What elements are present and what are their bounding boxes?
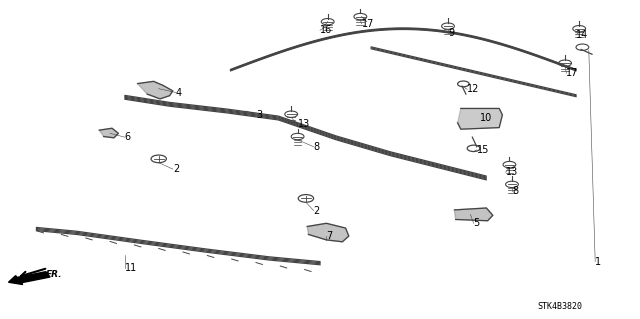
Text: 2: 2 [173, 164, 179, 174]
Text: 7: 7 [326, 231, 333, 241]
Text: 13: 13 [298, 119, 310, 130]
Text: 10: 10 [480, 113, 492, 123]
Text: 6: 6 [125, 132, 131, 142]
Text: FR.: FR. [46, 271, 63, 279]
Polygon shape [138, 81, 173, 99]
Text: 2: 2 [314, 205, 320, 216]
Text: 8: 8 [314, 142, 320, 152]
Text: 16: 16 [320, 25, 332, 35]
Text: 4: 4 [176, 87, 182, 98]
Polygon shape [454, 208, 493, 221]
Text: 12: 12 [467, 84, 479, 94]
FancyArrow shape [8, 272, 50, 285]
Polygon shape [99, 128, 118, 138]
Text: 14: 14 [576, 30, 588, 40]
Text: 1: 1 [595, 256, 602, 267]
Text: STK4B3820: STK4B3820 [538, 302, 582, 311]
Text: 13: 13 [506, 167, 518, 177]
Text: 8: 8 [512, 186, 518, 197]
Text: 17: 17 [566, 68, 579, 78]
Text: 5: 5 [474, 218, 480, 228]
Polygon shape [458, 108, 502, 129]
Text: 9: 9 [448, 28, 454, 39]
Text: 3: 3 [256, 110, 262, 120]
Text: 17: 17 [362, 19, 374, 29]
Polygon shape [307, 223, 349, 242]
Text: 15: 15 [477, 145, 489, 155]
Text: 11: 11 [125, 263, 137, 273]
